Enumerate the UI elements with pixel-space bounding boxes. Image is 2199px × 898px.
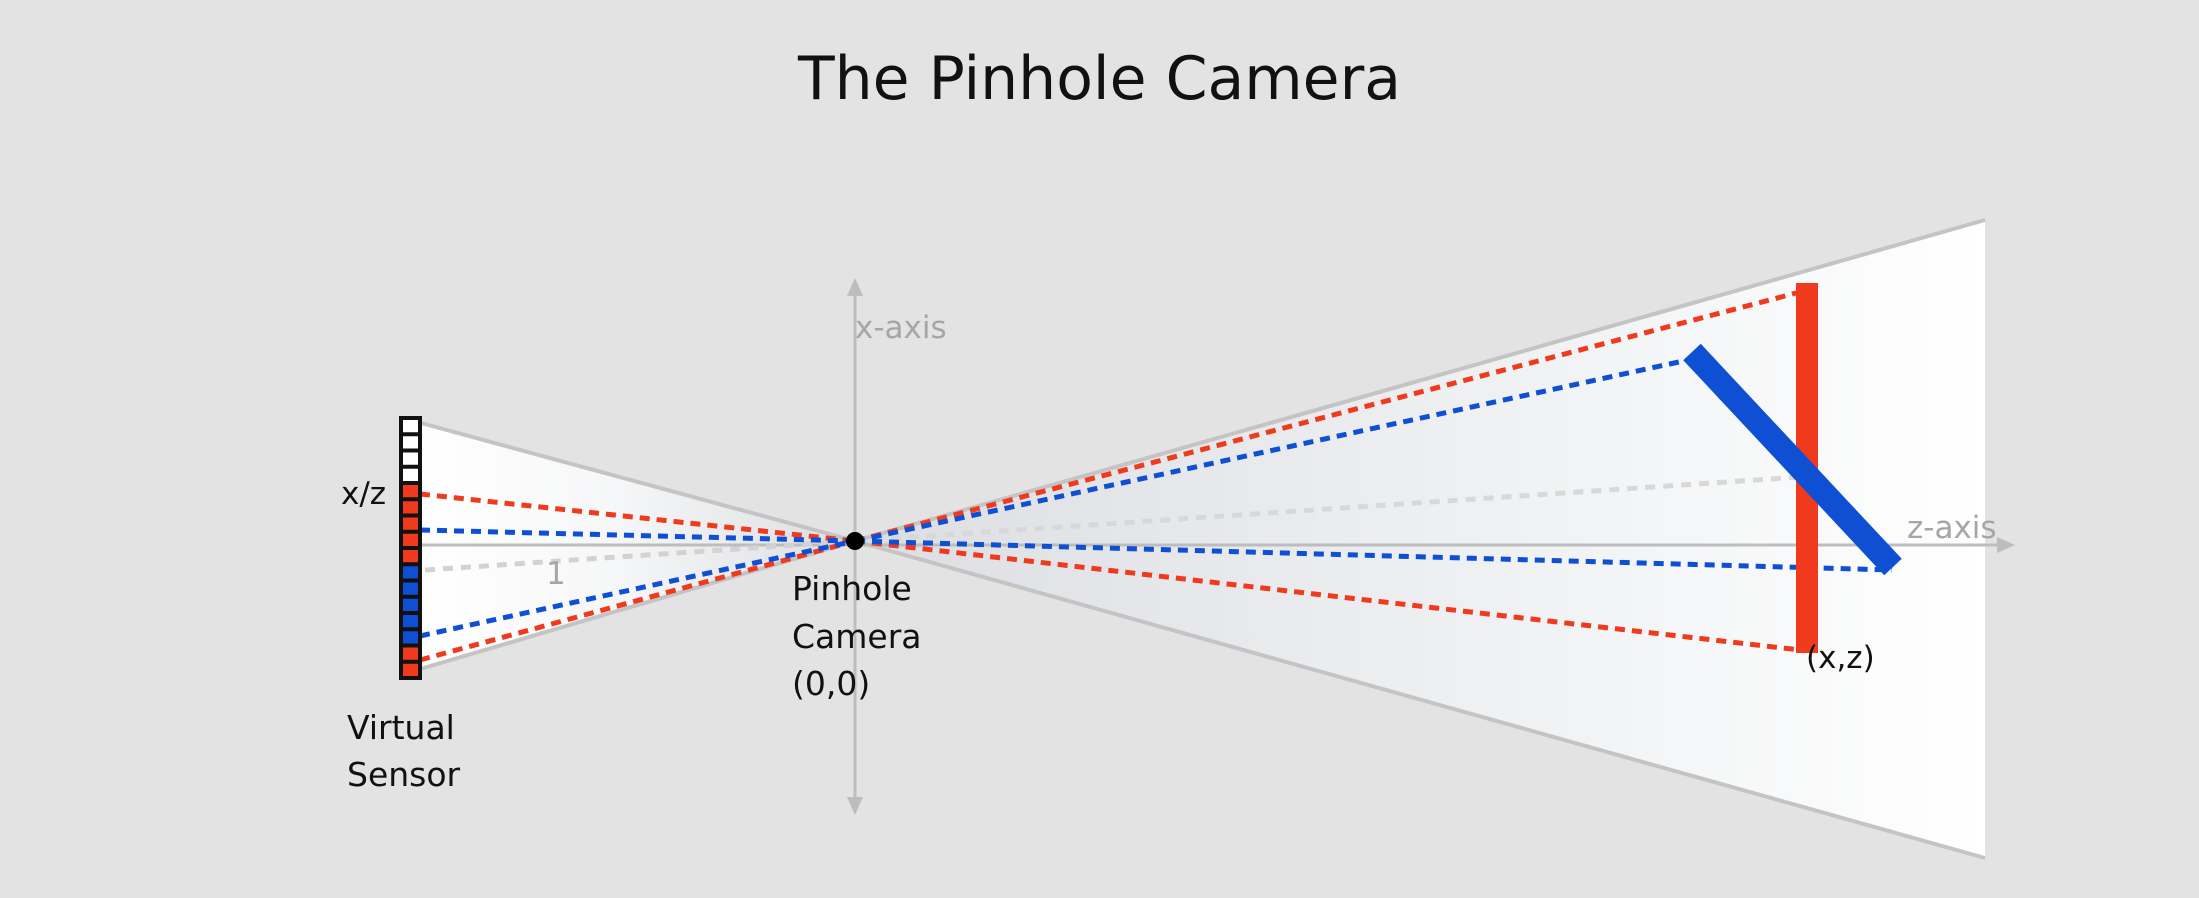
pinhole-dot <box>846 532 864 550</box>
sensor-cell-red <box>403 517 418 530</box>
x-axis-label: x-axis <box>855 310 947 346</box>
unit-length-label: 1 <box>546 556 566 592</box>
sensor-frame <box>399 416 422 680</box>
sensor-label-line2: Sensor <box>347 755 461 794</box>
page-title: The Pinhole Camera <box>797 44 1402 114</box>
sensor-cell-white <box>403 452 418 465</box>
z-axis-label: z-axis <box>1907 510 1997 546</box>
sensor-cell-red <box>403 501 418 514</box>
sensor-cell-white <box>403 420 418 433</box>
left-cone-lower-edge <box>409 539 856 674</box>
right-cone-upper-edge <box>854 218 1986 543</box>
blue-rays <box>419 357 1893 639</box>
sensor-cell-blue <box>403 566 418 579</box>
x-over-z-label: x/z <box>341 476 386 512</box>
pinhole-label-line2: Camera <box>792 617 922 656</box>
red-rays <box>419 289 1801 663</box>
sensor-cell-red <box>403 663 418 676</box>
left-cone-upper-edge <box>409 418 856 543</box>
sensor-label-line1: Virtual <box>347 708 455 747</box>
blue-object <box>1683 343 1902 576</box>
center-ray-right <box>854 474 1801 544</box>
sensor-cell-red <box>403 550 418 563</box>
virtual-sensor <box>399 416 422 680</box>
sensor-cell-white <box>403 436 418 449</box>
sensor-cell-red <box>403 533 418 546</box>
z-axis <box>410 537 2015 553</box>
right-cone-lower-edge <box>854 539 1986 860</box>
sensor-cell-blue <box>403 615 418 628</box>
point-xz-label: (x,z) <box>1806 640 1875 676</box>
sensor-cell-white <box>403 468 418 481</box>
sensor-cell-red <box>403 647 418 660</box>
sensor-cell-red <box>403 485 418 498</box>
pinhole-label-line1: Pinhole <box>792 569 912 608</box>
pinhole-label-line3: (0,0) <box>792 664 870 703</box>
sensor-cell-blue <box>403 582 418 595</box>
sensor-cell-blue <box>403 598 418 611</box>
sensor-cell-blue <box>403 631 418 644</box>
